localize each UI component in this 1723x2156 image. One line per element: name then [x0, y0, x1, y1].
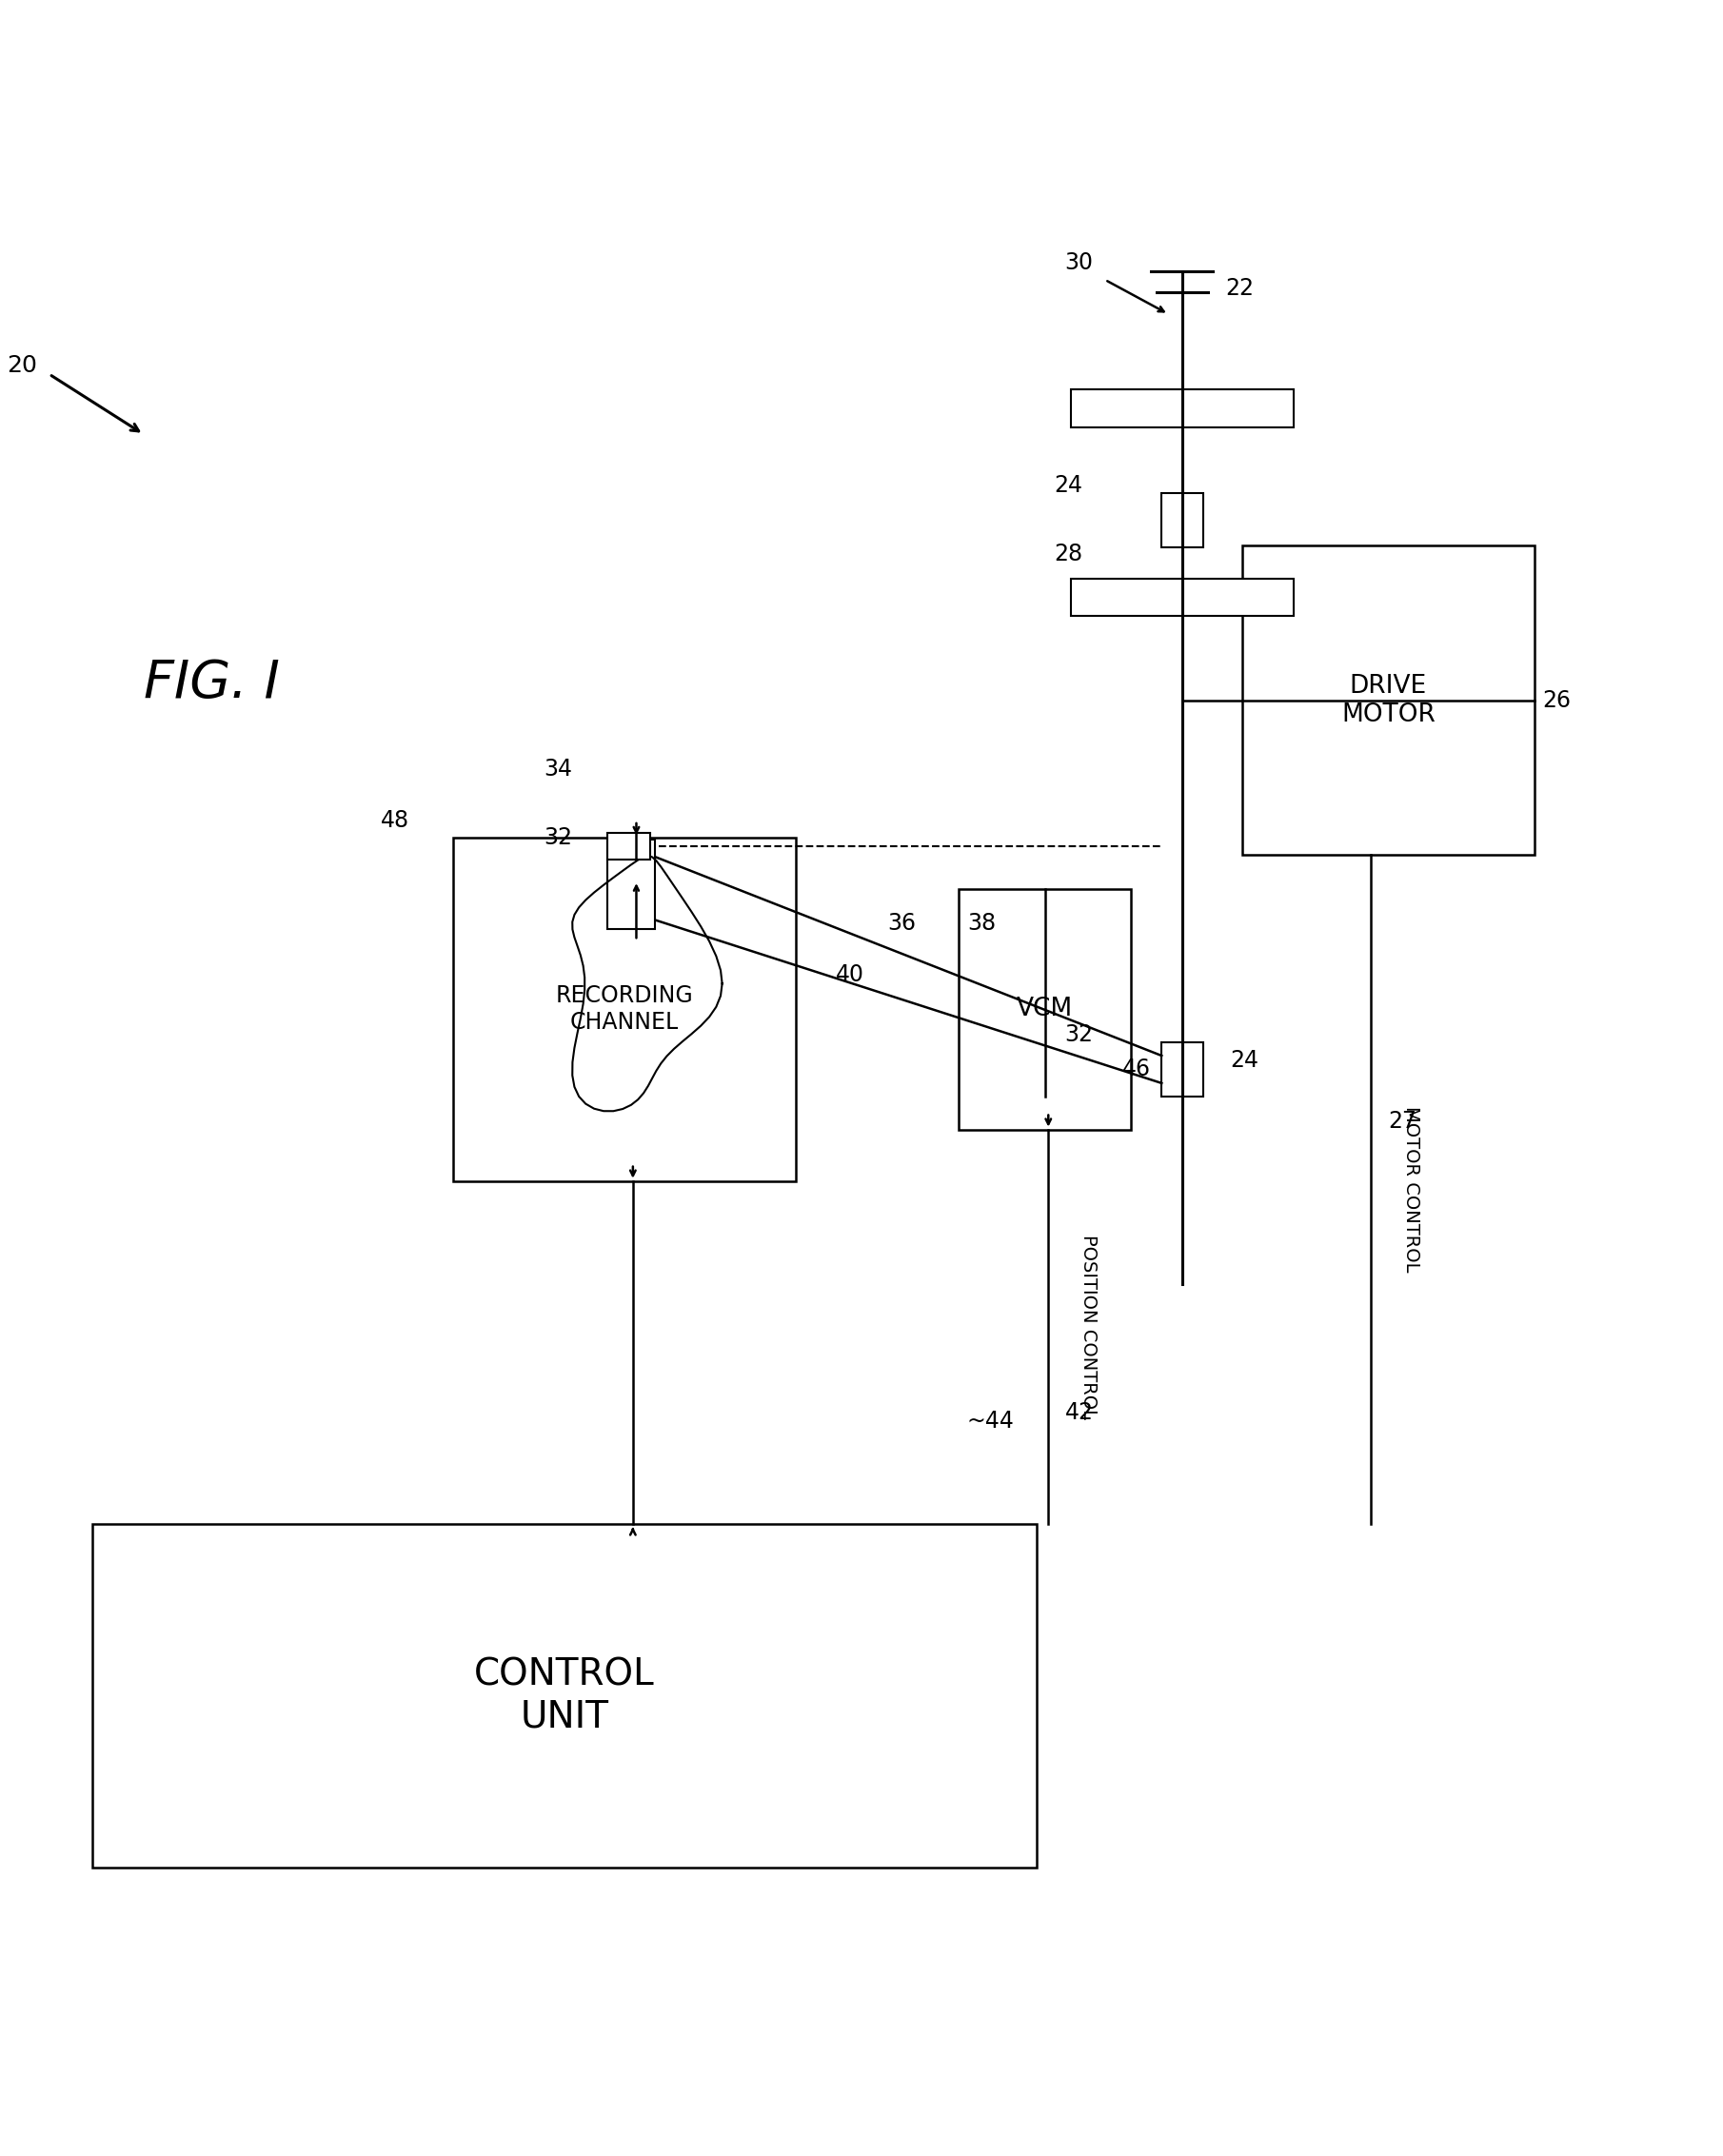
Text: 34: 34	[544, 757, 572, 780]
Text: 20: 20	[7, 354, 38, 377]
FancyBboxPatch shape	[1070, 390, 1294, 427]
Text: 32: 32	[544, 826, 572, 849]
Text: FIG. I: FIG. I	[143, 658, 279, 709]
Text: 24: 24	[1230, 1050, 1260, 1072]
Text: POSITION CONTROL: POSITION CONTROL	[1079, 1235, 1098, 1419]
FancyBboxPatch shape	[91, 1524, 1036, 1867]
Text: DRIVE
MOTOR: DRIVE MOTOR	[1340, 673, 1435, 727]
Text: 36: 36	[887, 912, 917, 936]
Text: 38: 38	[968, 912, 996, 936]
Text: VCM: VCM	[1017, 996, 1073, 1022]
FancyBboxPatch shape	[960, 888, 1130, 1130]
FancyBboxPatch shape	[1242, 545, 1533, 854]
Text: MOTOR CONTROL: MOTOR CONTROL	[1403, 1106, 1420, 1272]
Text: 28: 28	[1054, 543, 1082, 565]
FancyBboxPatch shape	[1161, 492, 1203, 548]
Text: 32: 32	[1065, 1024, 1092, 1046]
Text: 40: 40	[836, 964, 865, 987]
FancyBboxPatch shape	[606, 839, 655, 929]
FancyBboxPatch shape	[606, 832, 650, 860]
Text: 24: 24	[1054, 474, 1082, 498]
Text: CONTROL
UNIT: CONTROL UNIT	[474, 1658, 655, 1736]
Text: 27: 27	[1389, 1110, 1416, 1132]
FancyBboxPatch shape	[1161, 1041, 1203, 1097]
FancyBboxPatch shape	[453, 839, 796, 1181]
Text: 30: 30	[1065, 252, 1092, 274]
Text: RECORDING
CHANNEL: RECORDING CHANNEL	[555, 985, 693, 1035]
Text: 42: 42	[1065, 1401, 1094, 1425]
Text: ~44: ~44	[967, 1410, 1015, 1434]
Text: 26: 26	[1542, 690, 1571, 711]
Text: 48: 48	[381, 808, 410, 832]
Text: 22: 22	[1225, 276, 1254, 300]
FancyBboxPatch shape	[1070, 578, 1294, 617]
Text: 46: 46	[1122, 1059, 1151, 1080]
